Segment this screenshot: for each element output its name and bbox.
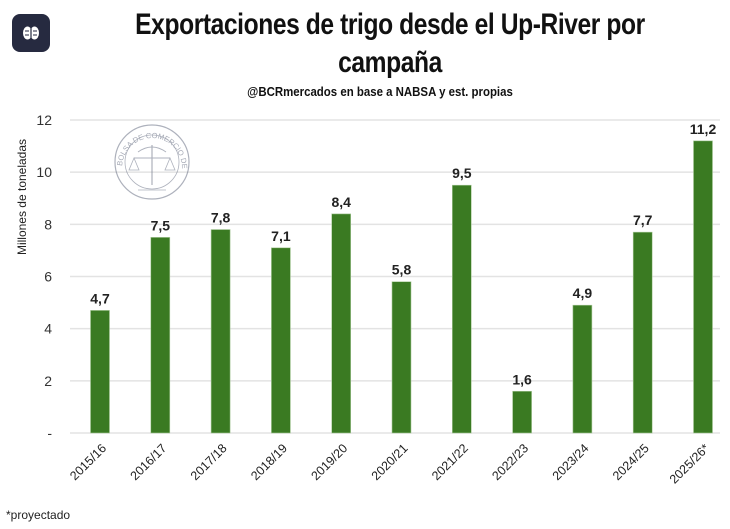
bar (331, 213, 352, 434)
y-tick-label: 4 (44, 321, 52, 337)
x-tick-label: 2017/18 (188, 441, 230, 483)
x-tick-label: 2018/19 (248, 441, 290, 483)
data-label: 7,7 (633, 212, 653, 228)
x-tick-label: 2015/16 (67, 441, 109, 483)
y-tick-label: - (47, 425, 52, 441)
x-tick-label: 2022/23 (489, 441, 531, 483)
data-label: 7,5 (151, 217, 171, 233)
bar (271, 247, 291, 434)
data-label: 7,1 (271, 228, 291, 244)
x-tick-label: 2025/26* (667, 441, 712, 486)
chart-subtitle: @BCRmercados en base a NABSA y est. prop… (247, 84, 513, 99)
data-label: 7,8 (211, 210, 231, 226)
bar (632, 231, 653, 434)
footnote: *proyectado (6, 508, 71, 522)
y-tick-label: 12 (36, 112, 52, 128)
seal-text: BOLSA DE COMERCIO DE ROSARIO (0, 0, 189, 169)
bar (210, 229, 231, 434)
bar (391, 281, 412, 434)
data-label: 11,2 (690, 121, 717, 137)
app-icon[interactable] (12, 14, 50, 52)
y-tick-label: 6 (44, 269, 52, 285)
x-tick-label: 2021/22 (429, 441, 471, 483)
y-tick-label: 8 (44, 216, 52, 232)
data-label: 5,8 (392, 262, 412, 278)
data-label: 1,6 (512, 371, 532, 387)
bar (693, 140, 713, 434)
svg-text:BOLSA DE COMERCIO DE ROSARIO: BOLSA DE COMERCIO DE ROSARIO (0, 0, 189, 169)
bcr-seal-icon: BOLSA DE COMERCIO DE ROSARIO (0, 0, 190, 200)
x-tick-label: 2019/20 (308, 441, 350, 483)
data-label: 4,9 (573, 285, 593, 301)
y-tick-label: 2 (44, 373, 52, 389)
x-tick-label: 2020/21 (369, 441, 411, 483)
x-tick-label: 2016/17 (128, 441, 170, 483)
bar (512, 390, 532, 434)
brain-icon (23, 26, 39, 40)
data-label: 4,7 (90, 290, 110, 306)
bar (150, 237, 171, 434)
bar (90, 310, 110, 434)
y-tick-label: 10 (36, 164, 52, 180)
data-label: 9,5 (452, 165, 472, 181)
bar (572, 304, 593, 434)
data-label: 8,4 (331, 194, 351, 210)
chart-title: Exportaciones de trigo desde el Up-River… (135, 8, 645, 79)
bar (451, 184, 472, 434)
x-tick-label: 2024/25 (610, 441, 652, 483)
x-tick-label: 2023/24 (550, 441, 592, 483)
